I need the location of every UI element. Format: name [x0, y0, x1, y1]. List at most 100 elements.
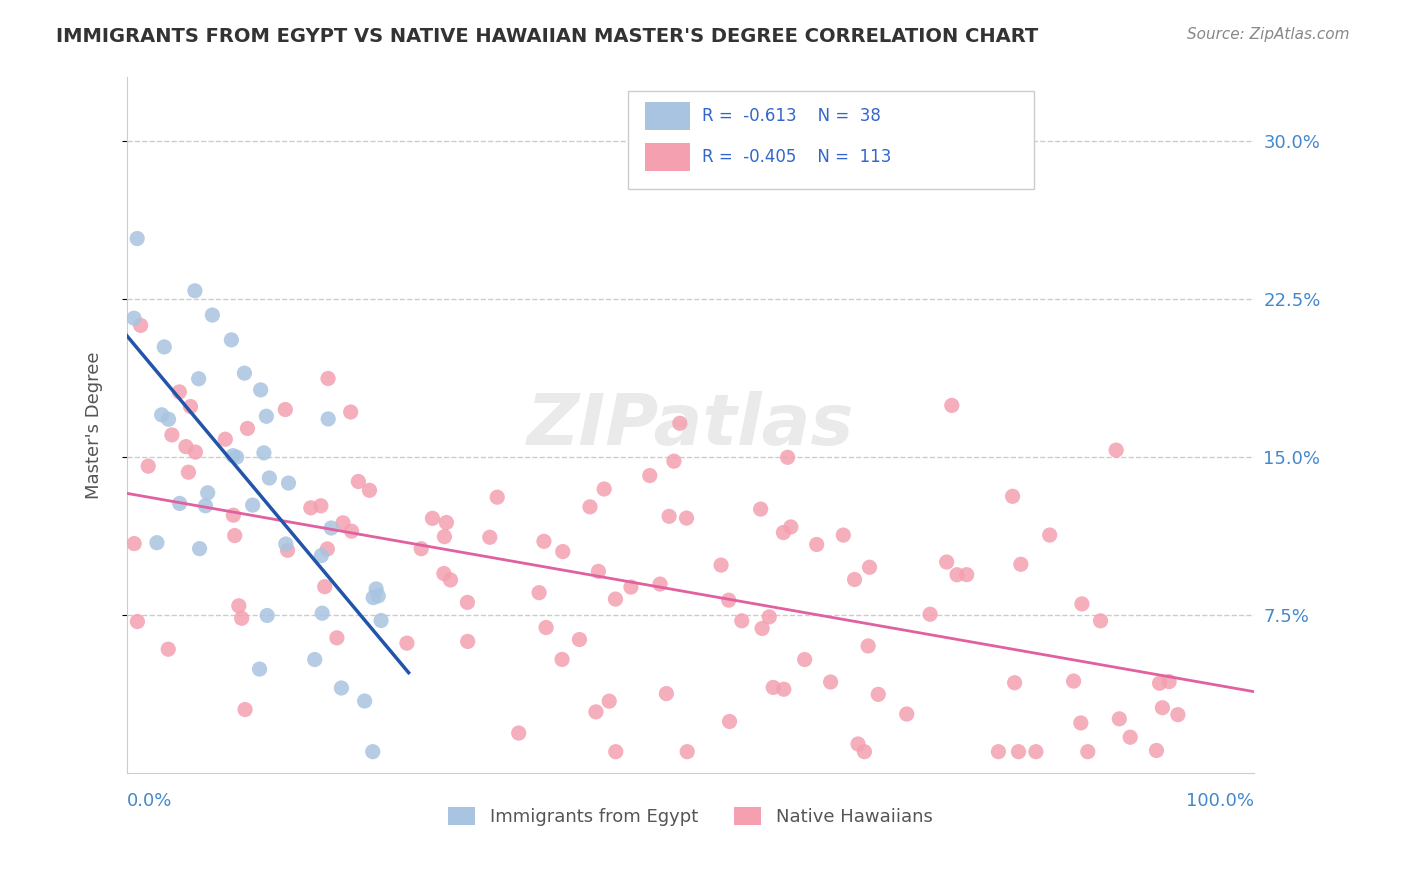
Point: [274, 402, 297, 417]
Point: [187, 372, 209, 386]
Point: [675, 511, 697, 525]
Point: [221, 333, 243, 347]
Point: [772, 525, 794, 540]
Point: [359, 483, 381, 498]
Point: [662, 454, 685, 468]
Point: [136, 459, 159, 474]
Text: 0.0%: 0.0%: [127, 792, 173, 810]
Point: [856, 639, 879, 653]
Point: [935, 555, 957, 569]
Point: [717, 593, 740, 607]
Point: [527, 585, 550, 599]
Point: [1149, 676, 1171, 690]
Point: [1001, 489, 1024, 503]
Point: [201, 308, 224, 322]
Point: [920, 607, 942, 622]
Point: [242, 498, 264, 512]
Point: [249, 662, 271, 676]
Point: [648, 577, 671, 591]
Point: [224, 528, 246, 542]
Text: 100.0%: 100.0%: [1185, 792, 1254, 810]
Point: [316, 412, 339, 426]
Point: [1010, 558, 1032, 572]
Point: [222, 449, 245, 463]
Point: [340, 524, 363, 539]
Point: [197, 485, 219, 500]
Point: [311, 549, 333, 563]
Point: [180, 400, 202, 414]
Point: [638, 468, 661, 483]
Point: [157, 642, 180, 657]
Point: [169, 496, 191, 510]
Point: [551, 544, 574, 558]
Point: [655, 687, 678, 701]
Point: [321, 521, 343, 535]
Point: [160, 428, 183, 442]
Point: [551, 652, 574, 666]
Point: [1004, 675, 1026, 690]
Text: ZIPatlas: ZIPatlas: [527, 391, 853, 459]
Point: [1152, 700, 1174, 714]
Point: [150, 408, 173, 422]
Point: [844, 573, 866, 587]
FancyBboxPatch shape: [645, 102, 690, 129]
Point: [598, 694, 620, 708]
Point: [568, 632, 591, 647]
Point: [776, 450, 799, 465]
Point: [946, 567, 969, 582]
Point: [585, 705, 607, 719]
Text: Source: ZipAtlas.com: Source: ZipAtlas.com: [1187, 27, 1350, 42]
Legend: Immigrants from Egypt, Native Hawaiians: Immigrants from Egypt, Native Hawaiians: [441, 799, 939, 833]
Point: [253, 446, 276, 460]
Point: [534, 621, 557, 635]
Point: [395, 636, 418, 650]
Point: [332, 516, 354, 530]
Point: [367, 589, 389, 603]
Text: IMMIGRANTS FROM EGYPT VS NATIVE HAWAIIAN MASTER'S DEGREE CORRELATION CHART: IMMIGRANTS FROM EGYPT VS NATIVE HAWAIIAN…: [56, 27, 1039, 45]
Point: [658, 509, 681, 524]
Point: [311, 606, 333, 620]
FancyBboxPatch shape: [628, 91, 1033, 189]
Point: [277, 543, 299, 558]
Point: [361, 591, 384, 605]
Point: [1007, 745, 1029, 759]
Point: [1039, 528, 1062, 542]
Point: [225, 450, 247, 465]
Point: [772, 682, 794, 697]
Point: [1070, 715, 1092, 730]
Point: [433, 566, 456, 581]
Point: [316, 371, 339, 385]
Point: [309, 499, 332, 513]
Point: [749, 502, 772, 516]
Point: [1108, 712, 1130, 726]
Point: [177, 465, 200, 479]
Point: [411, 541, 433, 556]
Point: [214, 432, 236, 446]
Point: [434, 516, 457, 530]
Point: [762, 681, 785, 695]
Point: [1105, 443, 1128, 458]
Point: [326, 631, 349, 645]
Point: [194, 499, 217, 513]
Point: [184, 284, 207, 298]
Point: [987, 745, 1010, 759]
Point: [588, 565, 610, 579]
Point: [853, 745, 876, 759]
Point: [533, 534, 555, 549]
Point: [422, 511, 444, 525]
Point: [832, 528, 855, 542]
Point: [157, 412, 180, 426]
Point: [316, 541, 339, 556]
Point: [153, 340, 176, 354]
Point: [236, 421, 259, 435]
Point: [1071, 597, 1094, 611]
Point: [299, 500, 322, 515]
Point: [127, 615, 149, 629]
Point: [718, 714, 741, 729]
Point: [233, 702, 256, 716]
Point: [184, 445, 207, 459]
Point: [361, 745, 384, 759]
Point: [277, 476, 299, 491]
Point: [779, 520, 801, 534]
Point: [731, 614, 754, 628]
